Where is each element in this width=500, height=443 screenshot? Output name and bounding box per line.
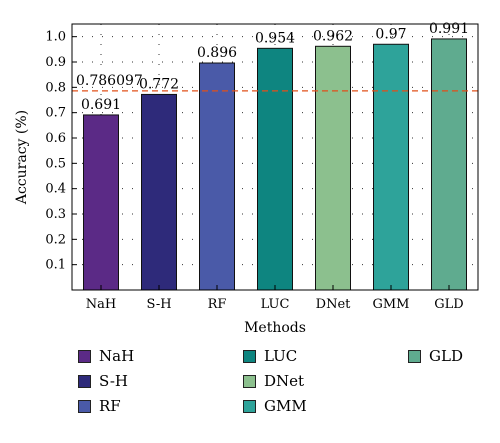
y-tick-label: 0.8 <box>45 80 66 95</box>
y-tick-label: 0.4 <box>45 182 66 197</box>
x-tick-label: RF <box>208 297 227 312</box>
x-tick-label: GLD <box>434 297 463 312</box>
x-tick-label: NaH <box>86 297 116 312</box>
x-tick-label: GMM <box>372 297 409 312</box>
x-axis-label: Methods <box>244 320 306 336</box>
bar-nah <box>83 114 119 291</box>
y-tick-label: 0.9 <box>45 55 66 70</box>
data-label: 0.97 <box>375 26 406 42</box>
ticks-layer: 0.1 0.2 0.3 0.4 0.5 0.6 0.7 0.8 0.9 1.0 NaH S-H RF LU… <box>45 30 463 312</box>
y-tick-label: 0.2 <box>45 232 66 247</box>
bar-dnet <box>315 45 351 291</box>
bar-luc <box>257 47 293 291</box>
y-tick-label: 0.5 <box>45 156 66 171</box>
y-axis-label: Accuracy (%) <box>14 110 30 205</box>
bar-s-h <box>141 93 177 291</box>
y-tick-label: 0.6 <box>45 131 66 146</box>
y-tick-label: 1.0 <box>45 30 66 45</box>
data-label: 0.691 <box>81 97 121 113</box>
data-label: 0.962 <box>313 28 353 44</box>
bar-gmm <box>373 43 409 291</box>
bar-rf <box>199 62 235 291</box>
bars-layer <box>83 38 467 291</box>
y-tick-label: 0.7 <box>45 106 66 121</box>
bar-gld <box>431 38 467 291</box>
data-label: 0.954 <box>255 30 295 46</box>
x-tick-label: DNet <box>316 297 351 312</box>
data-label: 0.991 <box>429 21 469 37</box>
data-label: 0.772 <box>139 76 179 92</box>
x-tick-label: LUC <box>261 297 290 312</box>
x-tick-label: S-H <box>146 297 171 312</box>
data-label: 0.896 <box>197 45 237 61</box>
reference-line-label: 0.786097 <box>76 73 143 89</box>
y-tick-label: 0.3 <box>45 207 66 222</box>
y-tick-label: 0.1 <box>45 258 66 273</box>
data-labels-layer: 0.691 0.772 0.896 0.954 0.962 0.97 0.991 0.7860… <box>76 21 469 113</box>
